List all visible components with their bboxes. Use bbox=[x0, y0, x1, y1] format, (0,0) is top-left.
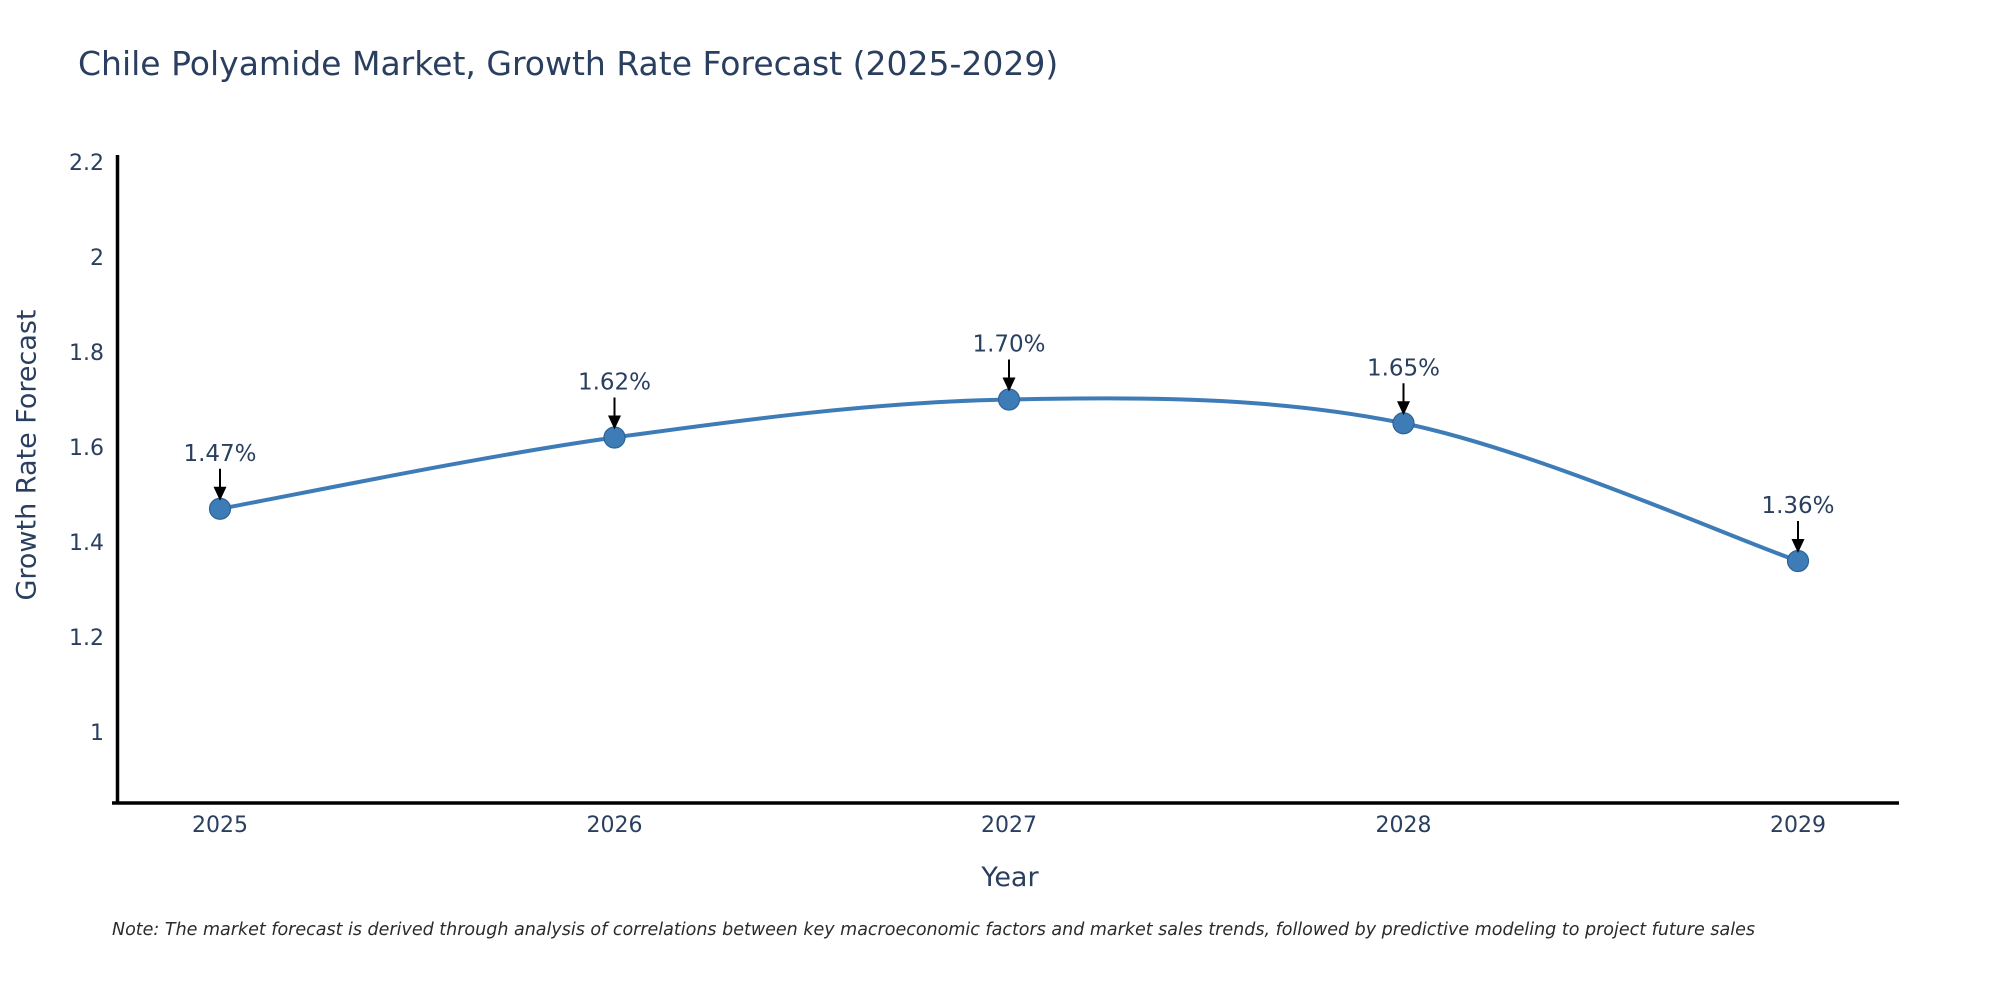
annotation-arrowhead-icon bbox=[1397, 401, 1410, 416]
data-point-label: 1.65% bbox=[1367, 355, 1440, 381]
y-tick-label: 1.6 bbox=[69, 436, 104, 461]
y-tick-label: 1.8 bbox=[69, 341, 104, 366]
data-point-label: 1.70% bbox=[972, 332, 1045, 358]
data-point-marker bbox=[603, 426, 626, 449]
x-tick-label: 2028 bbox=[1376, 813, 1432, 838]
data-point-label: 1.62% bbox=[578, 370, 651, 396]
data-point-marker bbox=[208, 497, 232, 520]
data-point-label: 1.47% bbox=[183, 441, 256, 467]
data-point-marker bbox=[1786, 549, 1810, 573]
y-tick-label: 1 bbox=[90, 721, 104, 746]
footnote: Note: The market forecast is derived thr… bbox=[112, 920, 1755, 940]
y-tick-label: 1.4 bbox=[69, 531, 104, 556]
chart-title: Chile Polyamide Market, Growth Rate Fore… bbox=[78, 44, 1059, 83]
annotation-arrowhead-icon bbox=[608, 415, 621, 430]
x-tick-label: 2027 bbox=[981, 813, 1037, 838]
y-tick-label: 1.2 bbox=[69, 626, 104, 651]
data-point-marker bbox=[997, 388, 1021, 411]
x-tick-label: 2029 bbox=[1770, 813, 1826, 838]
y-tick-label: 2.2 bbox=[69, 151, 104, 176]
x-tick-label: 2026 bbox=[587, 813, 643, 838]
data-point-label: 1.36% bbox=[1761, 493, 1834, 519]
data-point-marker bbox=[1392, 412, 1415, 435]
trend-line bbox=[218, 396, 1800, 563]
annotation-arrowhead-icon bbox=[1002, 377, 1016, 392]
annotation-arrowhead-icon bbox=[213, 486, 227, 501]
x-tick-label: 2025 bbox=[192, 813, 248, 838]
x-axis-title: Year bbox=[981, 862, 1039, 893]
annotation-arrowhead-icon bbox=[1791, 539, 1805, 553]
y-tick-label: 2 bbox=[90, 246, 104, 271]
